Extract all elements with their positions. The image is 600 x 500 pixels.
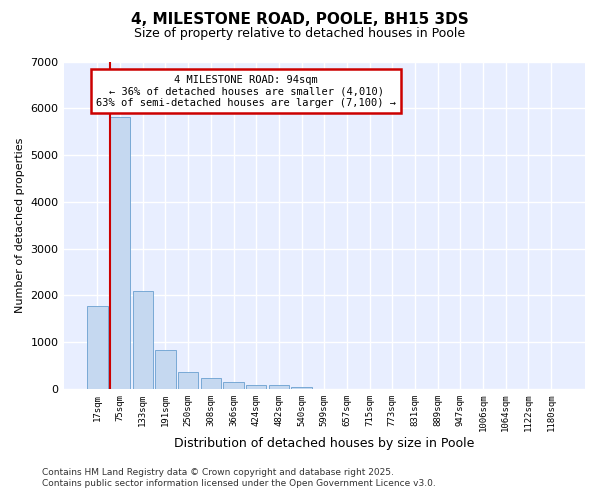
Text: 4, MILESTONE ROAD, POOLE, BH15 3DS: 4, MILESTONE ROAD, POOLE, BH15 3DS [131, 12, 469, 28]
Bar [155, 350, 176, 389]
X-axis label: Distribution of detached houses by size in Poole: Distribution of detached houses by size … [174, 437, 475, 450]
Bar [292, 387, 312, 389]
Bar [87, 306, 107, 389]
Bar [200, 378, 221, 389]
Bar [269, 384, 289, 389]
Bar [178, 372, 199, 389]
Bar [110, 116, 130, 389]
Bar [223, 382, 244, 389]
Text: 4 MILESTONE ROAD: 94sqm
← 36% of detached houses are smaller (4,010)
63% of semi: 4 MILESTONE ROAD: 94sqm ← 36% of detache… [96, 74, 396, 108]
Y-axis label: Number of detached properties: Number of detached properties [15, 138, 25, 313]
Bar [246, 384, 266, 389]
Bar [133, 291, 153, 389]
Text: Size of property relative to detached houses in Poole: Size of property relative to detached ho… [134, 28, 466, 40]
Text: Contains HM Land Registry data © Crown copyright and database right 2025.
Contai: Contains HM Land Registry data © Crown c… [42, 468, 436, 487]
